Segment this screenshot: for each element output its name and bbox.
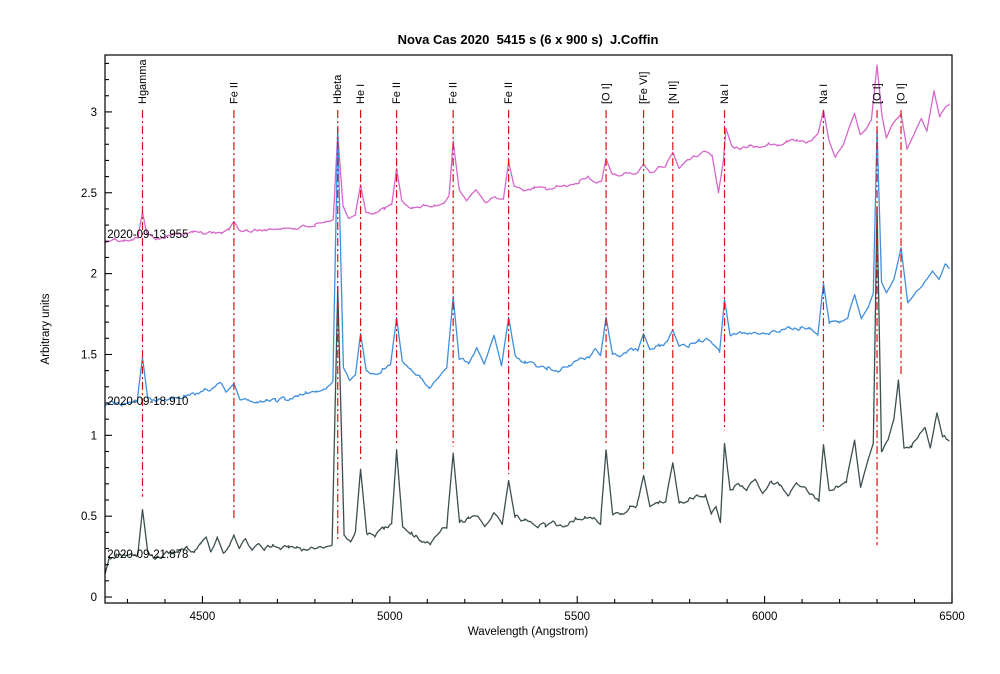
spectral-line-label: Hgamma [137,58,149,104]
date-label: 2020-09-21.878 [107,549,188,561]
y-tick-label: 1 [91,430,97,442]
spectral-line-label: [N II] [667,81,679,104]
spectral-line-label: Na I [818,84,830,104]
spectral-line-label: Fe II [228,82,240,104]
date-labels-group: 2020-09-13.955 2020-09-18.910 2020-09-21.8… [107,229,188,561]
spectral-line-label: Na I [719,84,731,104]
x-tick-label: 4500 [190,611,216,623]
x-tick-label: 5500 [564,611,590,623]
plot-frame [104,54,953,604]
x-tick-label: 6000 [752,611,778,623]
chart-title: Nova Cas 2020 5415 s (6 x 900 s) J.Coffi… [397,32,659,47]
spectrum-curve-2020-09-13.955 [104,64,950,244]
x-axis: 4500 5000 5500 6000 6500 [126,596,965,623]
spectral-lines-group: Hgamma Fe II Hbeta He I Fe II Fe II Fe II [O I]… [137,58,908,546]
spectral-line-label: Fe II [503,82,515,104]
spectral-line-label: Fe II [448,82,460,104]
y-tick-label: 3 [91,107,97,119]
series-group [104,64,950,575]
x-tick-label: 6500 [939,611,965,623]
y-tick-label: 0.5 [81,511,97,523]
y-axis-title: Arbitrary units [40,293,52,365]
spectrum-curve-2020-09-21.878 [104,206,950,575]
spectral-line-label: [O I] [601,83,613,104]
spectral-line-label: [O I] [896,83,908,104]
date-label: 2020-09-13.955 [107,229,188,241]
y-tick-label: 1.5 [81,349,97,361]
spectral-line-label: [Fe VI] [638,72,650,104]
y-tick-label: 2.5 [81,188,97,200]
y-tick-label: 2 [91,269,97,281]
y-axis: 0 0.5 1 1.5 2 2.5 3 [81,62,112,604]
spectral-line-label: He I [355,84,367,104]
spectral-line-label: Hbeta [332,74,344,104]
x-axis-title: Wavelength (Angstrom) [467,626,589,638]
spectrum-curve-2020-09-18.910 [104,127,950,408]
spectral-line-label: [O I] [872,83,884,104]
y-tick-label: 0 [91,592,97,604]
spectral-line-label: Fe II [391,82,403,104]
date-label: 2020-09-18.910 [107,396,188,408]
x-tick-label: 5000 [377,611,403,623]
